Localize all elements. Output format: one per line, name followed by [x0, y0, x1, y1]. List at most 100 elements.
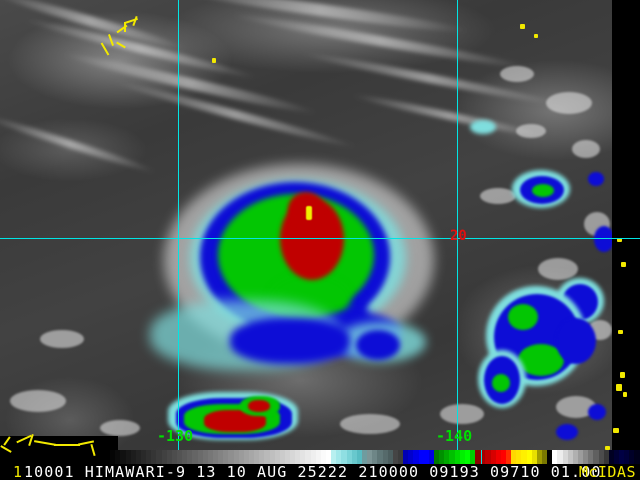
colorbar-segment [259, 450, 265, 464]
colorbar-segment [531, 450, 537, 464]
colorbar-segment [187, 450, 193, 464]
colorbar-segment [603, 450, 609, 464]
colorbar-segment [382, 450, 388, 464]
enhanced-cell [588, 172, 604, 186]
enhanced-cell [588, 404, 606, 420]
enhanced-cell [556, 424, 578, 440]
colorbar-segment [151, 450, 157, 464]
cloud-speck [546, 92, 592, 114]
cloud-speck [480, 188, 516, 204]
colorbar-segment [331, 450, 337, 464]
satellite-image-canvas[interactable]: 20 -130 -140 [0, 0, 640, 450]
enhanced-cell [556, 318, 596, 364]
colorbar-segment [130, 450, 136, 464]
colorbar-segment [120, 450, 126, 464]
colorbar-segment [135, 450, 141, 464]
enhanced-cell [508, 304, 538, 330]
colorbar-segment [428, 450, 434, 464]
colorbar-segment [593, 450, 599, 464]
colorbar-segment [115, 450, 121, 464]
colorbar-segment [526, 450, 532, 464]
colorbar-segment [536, 450, 542, 464]
colorbar-segment [577, 450, 584, 464]
island-marker [616, 384, 622, 391]
colorbar-segment [290, 450, 296, 464]
colorbar-segment [269, 450, 275, 464]
colorbar-segment [238, 450, 244, 464]
coldest-cloud-top-pixel [306, 206, 312, 220]
colorbar-segment [423, 450, 429, 464]
colorbar-segment [279, 450, 285, 464]
colorbar-segment [264, 450, 270, 464]
colorbar-segment [248, 450, 255, 464]
spiral-band [356, 330, 400, 360]
island-marker [618, 330, 623, 334]
colorbar-segment [572, 450, 578, 464]
colorbar-segment [439, 450, 445, 464]
island-marker [620, 372, 625, 378]
enhanced-cell [204, 410, 266, 432]
colorbar-segment [336, 450, 342, 464]
colorbar-segment [243, 450, 249, 464]
colorbar-segment [254, 450, 260, 464]
colorbar-segment [351, 450, 357, 464]
colorbar-segment [521, 450, 527, 464]
colorbar-segment [541, 450, 548, 464]
colorbar-segment [598, 450, 604, 464]
colorbar-segment [367, 450, 373, 464]
colorbar-segment [634, 450, 640, 464]
colorbar-segment [228, 450, 234, 464]
colorbar-segment [166, 450, 172, 464]
colorbar-segment [619, 450, 625, 464]
colorbar-segment [403, 450, 409, 464]
enhanced-cell [248, 400, 270, 412]
colorbar-segment [480, 450, 486, 464]
island-marker [613, 428, 619, 433]
colorbar-segment [588, 450, 594, 464]
longitude-label-140: -140 [436, 427, 473, 445]
colorbar-segment [305, 450, 311, 464]
colorbar-segment [392, 450, 399, 464]
gridline-latitude-20-margin [612, 238, 640, 239]
longitude-label-130: -130 [157, 427, 194, 445]
island-marker [621, 262, 626, 267]
image-metadata-text: 10001 HIMAWARI-9 13 10 AUG 25222 210000 … [24, 463, 602, 480]
enhanced-cell [594, 226, 614, 252]
gridline-latitude-20 [0, 238, 612, 239]
colorbar-segment [346, 450, 352, 464]
colorbar-segment [146, 450, 152, 464]
cloud-speck [340, 414, 400, 434]
colorbar-segment [567, 450, 573, 464]
island-marker [534, 34, 538, 38]
overlay-coastline-digit: 1 [13, 463, 23, 480]
colorbar-segment [233, 450, 239, 464]
colorbar-segment [608, 450, 614, 464]
colorbar-segment [459, 450, 465, 464]
colorbar-segment [110, 450, 116, 464]
colorbar-segment [408, 450, 414, 464]
colorbar-segment [182, 450, 188, 464]
colorbar-segment [372, 450, 378, 464]
colorbar-segment [475, 450, 481, 464]
colorbar-segment [469, 450, 476, 464]
mcidas-branding-label: McIDAS [578, 463, 636, 480]
coastline-overlay-dot [212, 58, 216, 63]
colorbar-segment [295, 450, 301, 464]
spiral-band [230, 318, 350, 364]
enhancement-colorbar[interactable] [105, 450, 640, 464]
colorbar-tick [480, 450, 482, 464]
latitude-label-20: 20 [450, 228, 467, 244]
colorbar-segment [505, 450, 512, 464]
colorbar-segment [274, 450, 280, 464]
colorbar-segment [516, 450, 522, 464]
gridline-longitude-130 [178, 0, 179, 450]
cloud-speck [538, 258, 578, 280]
colorbar-segment [171, 450, 177, 464]
colorbar-segment [434, 450, 440, 464]
colorbar-segment [315, 450, 321, 464]
gridline-longitude-140 [457, 0, 458, 450]
cloud-speck [556, 396, 596, 418]
colorbar-segment [511, 450, 517, 464]
colorbar-segment [197, 450, 203, 464]
colorbar-segment [377, 450, 383, 464]
